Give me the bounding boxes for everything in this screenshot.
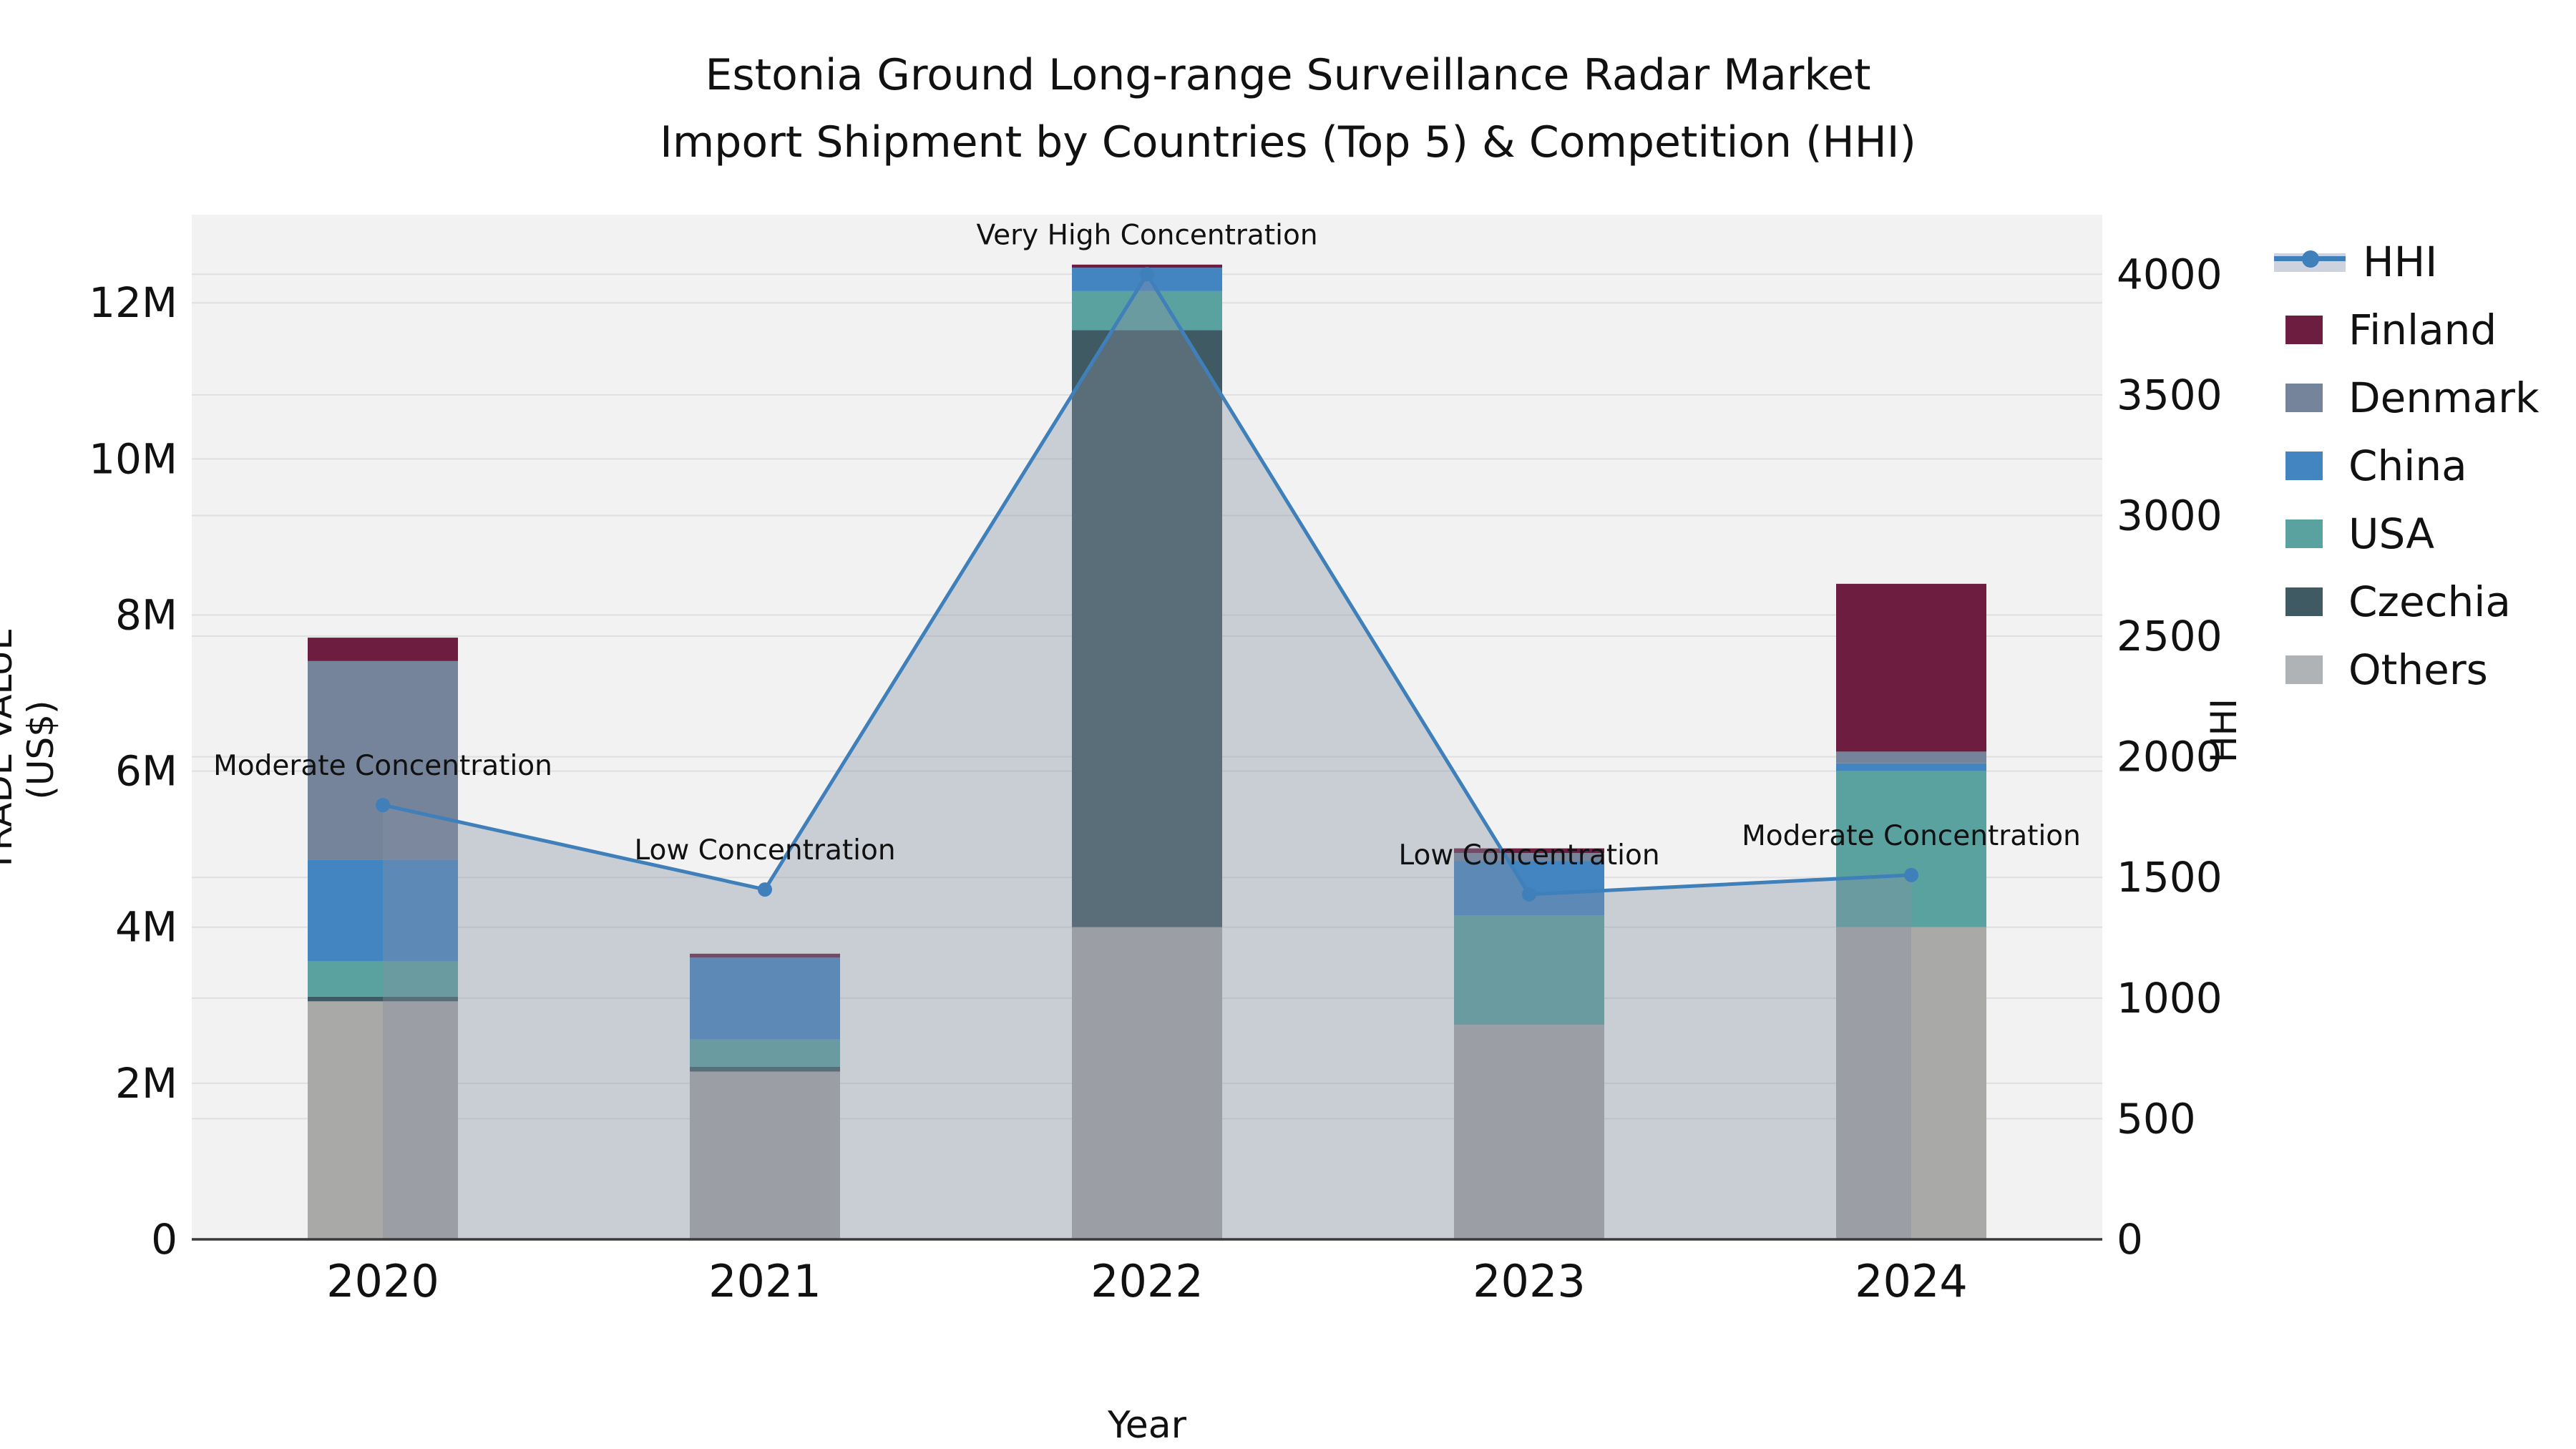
- bar-segment-2020-usa: [308, 961, 458, 997]
- legend-label-usa: USA: [2348, 509, 2435, 558]
- y-axis-label-left: TRADE VALUE (US$): [0, 627, 62, 873]
- hhi-marker-2022: [1140, 267, 1154, 282]
- y-left-tick-2M: 2M: [115, 1059, 177, 1108]
- legend-label-others: Others: [2348, 645, 2488, 694]
- bar-segment-2021-finland: [690, 953, 840, 958]
- x-tick-2022: 2022: [1091, 1255, 1204, 1307]
- y-right-tick-0: 0: [2117, 1215, 2143, 1264]
- hhi-marker-2020: [376, 798, 390, 813]
- y-left-tick-8M: 8M: [115, 590, 177, 639]
- bar-segment-2024-denmark: [1836, 751, 1986, 763]
- annotation-2021: Low Concentration: [634, 834, 895, 867]
- bar-segment-2024-others: [1836, 927, 1986, 1239]
- legend-label-czechia: Czechia: [2348, 577, 2511, 626]
- bar-segment-2020-china: [308, 859, 458, 962]
- legend-swatch-others: [2285, 655, 2323, 684]
- hhi-area-fill: [383, 274, 1911, 1240]
- legend-label-denmark: Denmark: [2348, 373, 2540, 422]
- bar-segment-2021-others: [690, 1071, 840, 1239]
- chart-title-line1: Estonia Ground Long-range Surveillance R…: [705, 50, 1871, 100]
- y-left-tick-12M: 12M: [89, 278, 177, 327]
- legend-label-china: China: [2348, 441, 2467, 490]
- legend-item-finland: Finland: [2274, 296, 2575, 364]
- bar-segment-2024-china: [1836, 763, 1986, 771]
- annotation-2020: Moderate Concentration: [213, 750, 552, 782]
- y-left-tick-4M: 4M: [115, 903, 177, 952]
- legend-swatch-czechia: [2285, 587, 2323, 616]
- chart-title-line2: Import Shipment by Countries (Top 5) & C…: [660, 117, 1916, 167]
- bar-segment-2020-czechia: [308, 996, 458, 1002]
- x-tick-2021: 2021: [708, 1255, 821, 1307]
- hhi-marker-2023: [1522, 887, 1536, 902]
- hhi-marker-2024: [1904, 867, 1918, 882]
- legend-item-hhi: HHI: [2274, 228, 2575, 296]
- bar-segment-2022-czechia: [1072, 330, 1222, 927]
- y-left-tick-10M: 10M: [89, 434, 177, 483]
- bar-segment-2021-china: [690, 957, 840, 1040]
- legend-swatch-denmark: [2285, 383, 2323, 412]
- bar-segment-2023-others: [1454, 1025, 1604, 1239]
- y-right-tick-2500: 2500: [2117, 612, 2223, 660]
- legend-swatch-china: [2285, 451, 2323, 480]
- annotation-2022: Very High Concentration: [976, 219, 1317, 251]
- chart-title: Estonia Ground Long-range Surveillance R…: [0, 42, 2576, 176]
- y-right-tick-2000: 2000: [2117, 733, 2223, 781]
- legend-item-others: Others: [2274, 635, 2575, 703]
- bar-segment-2023-denmark: [1454, 853, 1604, 862]
- y-right-tick-3500: 3500: [2117, 371, 2223, 419]
- bar-segment-2020-others: [308, 1001, 458, 1239]
- y-right-tick-500: 500: [2117, 1094, 2196, 1143]
- legend-swatch-finland: [2285, 315, 2323, 344]
- y-axis-label-right: HHI: [2203, 698, 2245, 763]
- y-right-tick-1000: 1000: [2117, 974, 2223, 1023]
- y-left-tick-6M: 6M: [115, 747, 177, 796]
- annotation-2024: Moderate Concentration: [1742, 820, 2081, 852]
- bar-segment-2020-finland: [308, 638, 458, 661]
- bar-segment-2020-denmark: [308, 660, 458, 860]
- x-axis-label: Year: [1107, 1404, 1187, 1447]
- legend-label-hhi: HHI: [2363, 237, 2438, 286]
- hhi-marker-2021: [758, 882, 772, 897]
- bar-segment-2024-usa: [1836, 771, 1986, 927]
- legend-swatch-usa: [2285, 519, 2323, 548]
- y-left-tick-0: 0: [151, 1215, 177, 1264]
- bar-segment-2021-usa: [690, 1039, 840, 1067]
- bar-segment-2024-finland: [1836, 583, 1986, 752]
- bar-segment-2023-usa: [1454, 915, 1604, 1025]
- bar-segment-2021-czechia: [690, 1066, 840, 1072]
- x-tick-2024: 2024: [1855, 1255, 1968, 1307]
- legend-label-finland: Finland: [2348, 305, 2497, 354]
- x-tick-2020: 2020: [326, 1255, 439, 1307]
- bar-segment-2022-finland: [1072, 264, 1222, 268]
- bar-segment-2023-finland: [1454, 848, 1604, 854]
- y-right-tick-3000: 3000: [2117, 491, 2223, 540]
- annotation-2023: Low Concentration: [1398, 839, 1659, 872]
- legend-item-usa: USA: [2274, 499, 2575, 567]
- x-tick-2023: 2023: [1473, 1255, 1586, 1307]
- bar-segment-2022-usa: [1072, 291, 1222, 331]
- legend-item-china: China: [2274, 431, 2575, 499]
- bar-segment-2022-others: [1072, 927, 1222, 1239]
- legend-item-czechia: Czechia: [2274, 567, 2575, 635]
- y-right-tick-4000: 4000: [2117, 250, 2223, 298]
- legend-hhi-line-icon: [2274, 248, 2346, 276]
- legend-item-denmark: Denmark: [2274, 364, 2575, 431]
- y-right-tick-1500: 1500: [2117, 853, 2223, 902]
- legend: HHI Finland Denmark China USA Czechia Others: [2274, 228, 2575, 703]
